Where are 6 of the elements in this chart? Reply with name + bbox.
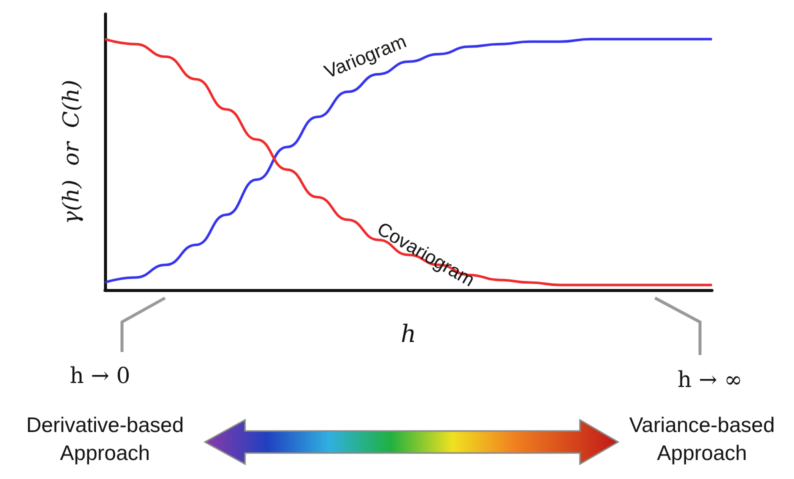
- text: Derivative-based Approach: [25, 413, 185, 468]
- text: Variance-based Approach: [628, 413, 776, 468]
- y-axis-title: γ(h) or C(h): [60, 80, 84, 224]
- x-axis-title: h: [400, 320, 416, 348]
- text: h → 0: [68, 363, 132, 391]
- text: h → ∞: [676, 367, 744, 395]
